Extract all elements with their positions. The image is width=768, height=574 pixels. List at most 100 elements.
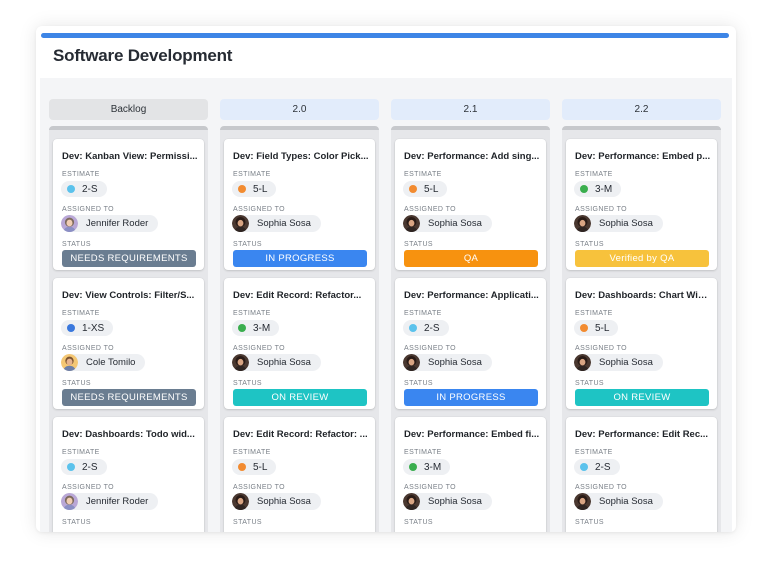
assigned-label: ASSIGNED TO — [62, 206, 114, 213]
status-badge[interactable]: ON REVIEW — [233, 389, 367, 406]
assignee-pill[interactable]: Sophia Sosa — [403, 493, 492, 510]
estimate-pill[interactable]: 5-L — [232, 181, 277, 197]
estimate-label: ESTIMATE — [233, 310, 271, 317]
avatar-jennifer — [61, 493, 78, 510]
avatar-sophia — [403, 493, 420, 510]
kanban-card[interactable]: Dev: Dashboards: Chart Wid... ESTIMATE 5-L… — [566, 278, 717, 409]
card-title[interactable]: Dev: Kanban View: Permissi... — [62, 151, 198, 162]
column-header[interactable]: 2.2 — [562, 99, 721, 120]
avatar-sophia — [574, 215, 591, 232]
estimate-value: 2-S — [82, 461, 98, 473]
card-title[interactable]: Dev: Edit Record: Refactor: ... — [233, 429, 368, 440]
estimate-pill[interactable]: 1-XS — [61, 320, 114, 336]
column-header[interactable]: Backlog — [49, 99, 208, 120]
estimate-label: ESTIMATE — [404, 449, 442, 456]
kanban-card[interactable]: Dev: Performance: Applicati... ESTIMATE 2-… — [395, 278, 546, 409]
assigned-label: ASSIGNED TO — [233, 345, 285, 352]
assignee-pill[interactable]: Jennifer Roder — [61, 493, 159, 510]
estimate-pill[interactable]: 2-S — [574, 459, 620, 475]
avatar-sophia — [403, 354, 420, 371]
card-title[interactable]: Dev: Performance: Add sing... — [404, 151, 540, 162]
assigned-label: ASSIGNED TO — [62, 345, 114, 352]
assigned-label: ASSIGNED TO — [404, 345, 456, 352]
assignee-pill[interactable]: Sophia Sosa — [232, 493, 321, 510]
card-title[interactable]: Dev: Field Types: Color Pick... — [233, 151, 369, 162]
kanban-card[interactable]: Dev: View Controls: Filter/S... ESTIMATE 1… — [53, 278, 204, 409]
kanban-card[interactable]: Dev: Performance: Embed p... ESTIMATE 3-M A… — [566, 139, 717, 270]
kanban-card[interactable]: Dev: Performance: Embed fi... ESTIMATE 3-M… — [395, 417, 546, 532]
assignee-name: Sophia Sosa — [428, 496, 482, 507]
assignee-pill[interactable]: Sophia Sosa — [232, 354, 321, 371]
card-title[interactable]: Dev: Dashboards: Chart Wid... — [575, 290, 711, 301]
estimate-value: 5-L — [253, 461, 268, 473]
card-title[interactable]: Dev: Performance: Embed fi... — [404, 429, 540, 440]
kanban-card[interactable]: Dev: Performance: Edit Rec... ESTIMATE 2-S… — [566, 417, 717, 532]
assignee-pill[interactable]: Jennifer Roder — [61, 215, 159, 232]
estimate-value: 5-L — [595, 322, 610, 334]
estimate-pill[interactable]: 2-S — [61, 459, 107, 475]
status-label: STATUS — [62, 519, 91, 526]
card-title[interactable]: Dev: Dashboards: Todo wid... — [62, 429, 195, 440]
estimate-label: ESTIMATE — [575, 449, 613, 456]
kanban-card[interactable]: Dev: Kanban View: Permissi... ESTIMATE 2-S… — [53, 139, 204, 270]
estimate-value: 3-M — [424, 461, 442, 473]
estimate-dot-icon — [409, 324, 417, 332]
avatar-cole — [61, 354, 78, 371]
status-badge[interactable]: IN PROGRESS — [404, 389, 538, 406]
status-badge[interactable]: NEEDS REQUIREMENTS — [62, 250, 196, 267]
estimate-label: ESTIMATE — [62, 171, 100, 178]
assignee-pill[interactable]: Sophia Sosa — [574, 215, 663, 232]
card-title[interactable]: Dev: Performance: Embed p... — [575, 151, 711, 162]
assigned-label: ASSIGNED TO — [575, 206, 627, 213]
column-header[interactable]: 2.0 — [220, 99, 379, 120]
estimate-pill[interactable]: 3-M — [403, 459, 451, 475]
estimate-dot-icon — [409, 185, 417, 193]
card-title[interactable]: Dev: View Controls: Filter/S... — [62, 290, 195, 301]
estimate-pill[interactable]: 3-M — [574, 181, 622, 197]
estimate-label: ESTIMATE — [62, 449, 100, 456]
status-label: STATUS — [404, 519, 433, 526]
estimate-pill[interactable]: 2-S — [61, 181, 107, 197]
assignee-pill[interactable]: Sophia Sosa — [574, 354, 663, 371]
kanban-card[interactable]: Dev: Edit Record: Refactor: ... ESTIMATE 5… — [224, 417, 375, 532]
estimate-label: ESTIMATE — [404, 310, 442, 317]
estimate-pill[interactable]: 5-L — [232, 459, 277, 475]
estimate-pill[interactable]: 5-L — [574, 320, 619, 336]
estimate-pill[interactable]: 3-M — [232, 320, 280, 336]
avatar-jennifer — [61, 215, 78, 232]
estimate-value: 2-S — [82, 183, 98, 195]
card-title[interactable]: Dev: Performance: Edit Rec... — [575, 429, 709, 440]
assignee-pill[interactable]: Cole Tomilo — [61, 354, 146, 371]
estimate-dot-icon — [67, 324, 75, 332]
kanban-card[interactable]: Dev: Field Types: Color Pick... ESTIMATE 5… — [224, 139, 375, 270]
assignee-pill[interactable]: Sophia Sosa — [403, 354, 492, 371]
kanban-card[interactable]: Dev: Performance: Add sing... ESTIMATE 5-L… — [395, 139, 546, 270]
estimate-pill[interactable]: 2-S — [403, 320, 449, 336]
estimate-dot-icon — [67, 463, 75, 471]
status-badge[interactable]: Verified by QA — [575, 250, 709, 267]
card-title[interactable]: Dev: Performance: Applicati... — [404, 290, 539, 301]
kanban-card[interactable]: Dev: Dashboards: Todo wid... ESTIMATE 2-S A… — [53, 417, 204, 532]
avatar-sophia — [574, 354, 591, 371]
assignee-pill[interactable]: Sophia Sosa — [403, 215, 492, 232]
app-window: Software Development Backlog Dev: Kanban … — [36, 26, 736, 532]
status-badge[interactable]: QA — [404, 250, 538, 267]
card-title[interactable]: Dev: Edit Record: Refactor... — [233, 290, 362, 301]
kanban-card[interactable]: Dev: Edit Record: Refactor... ESTIMATE 3-M… — [224, 278, 375, 409]
estimate-dot-icon — [580, 185, 588, 193]
estimate-value: 3-M — [253, 322, 271, 334]
status-badge[interactable]: NEEDS REQUIREMENTS — [62, 389, 196, 406]
status-badge[interactable]: ON REVIEW — [575, 389, 709, 406]
assignee-name: Sophia Sosa — [599, 218, 653, 229]
estimate-dot-icon — [238, 185, 246, 193]
column-header[interactable]: 2.1 — [391, 99, 550, 120]
status-label: STATUS — [62, 241, 91, 248]
assignee-pill[interactable]: Sophia Sosa — [574, 493, 663, 510]
estimate-label: ESTIMATE — [575, 310, 613, 317]
avatar-sophia — [403, 215, 420, 232]
assigned-label: ASSIGNED TO — [575, 484, 627, 491]
estimate-pill[interactable]: 5-L — [403, 181, 448, 197]
assignee-name: Sophia Sosa — [599, 496, 653, 507]
status-badge[interactable]: IN PROGRESS — [233, 250, 367, 267]
assignee-pill[interactable]: Sophia Sosa — [232, 215, 321, 232]
